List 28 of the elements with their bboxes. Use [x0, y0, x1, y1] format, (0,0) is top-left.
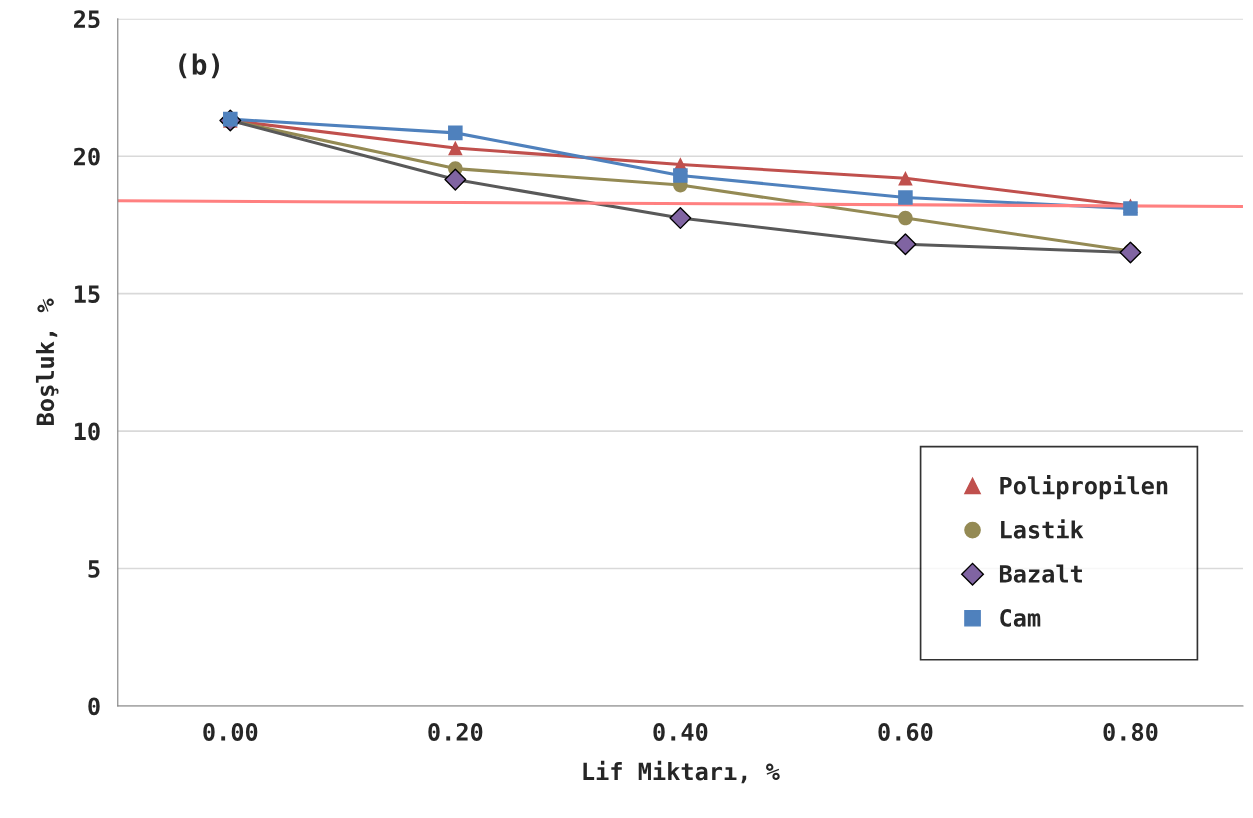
legend-label: Polipropilen [1000, 475, 1168, 500]
legend-label: Bazalt [999, 564, 1082, 583]
x-tick-label: 0.40 [653, 723, 708, 741]
point [898, 190, 913, 205]
point [898, 210, 913, 226]
point [1119, 241, 1142, 264]
annotation: (b) [179, 53, 220, 79]
legend-label: Lastik [1001, 519, 1084, 539]
y-tick-label: 5 [88, 560, 100, 578]
x-tick-label: 0.60 [878, 723, 933, 741]
y-tick-label: 15 [74, 285, 100, 303]
y-tick-label: 20 [74, 147, 100, 166]
legend-label: Cam [1000, 609, 1041, 627]
point [444, 168, 467, 191]
point [673, 168, 688, 183]
point [448, 125, 463, 141]
y-tick-label: 25 [74, 10, 100, 29]
point [894, 233, 917, 256]
x-axis-title: Lif Miktarı, % [583, 760, 780, 784]
y-tick-label: 10 [74, 422, 100, 441]
y-tick-label: 0 [88, 697, 100, 716]
point [448, 140, 463, 156]
x-tick-label: 0.80 [1103, 723, 1158, 741]
x-tick-label: 0.20 [428, 723, 483, 741]
x-tick-label: 0.00 [203, 723, 258, 741]
y-axis-title: Boşluk, % [35, 298, 59, 425]
point [898, 170, 913, 186]
point [669, 207, 692, 230]
